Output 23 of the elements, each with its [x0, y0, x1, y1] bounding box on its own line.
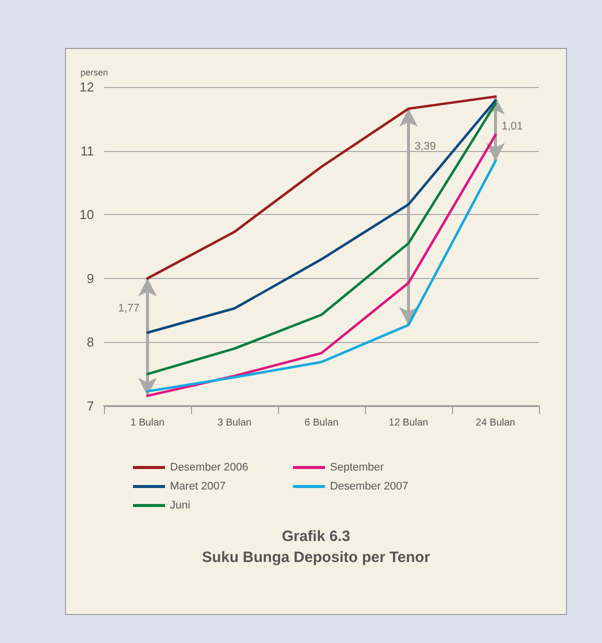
legend-label: Maret 2007: [170, 480, 226, 492]
x-tick-label: 1 Bulan: [130, 418, 164, 428]
x-tick-label: 6 Bulan: [304, 418, 338, 428]
legend-label: Juni: [170, 500, 190, 512]
y-tick-label: 7: [86, 398, 94, 414]
legend-label: Desember 2006: [170, 462, 248, 474]
x-tick-label: 3 Bulan: [218, 418, 252, 428]
text: Suku Bunga Deposito per Tenor: [202, 549, 430, 566]
text: Grafik 6.3: [282, 528, 350, 545]
y-axis-title: persen: [80, 68, 108, 78]
y-tick-label: 12: [80, 80, 94, 94]
x-tick-label: 12 Bulan: [388, 418, 428, 428]
legend-label: Desember 2007: [330, 480, 408, 492]
legend-label: September: [330, 462, 384, 474]
y-tick-label: 8: [86, 334, 94, 350]
y-tick-label: 11: [80, 143, 94, 158]
annotation: 3,39: [414, 140, 436, 153]
annotation: 1,01: [502, 120, 523, 133]
y-tick-label: 9: [86, 270, 94, 286]
annotation: 1,77: [118, 302, 140, 314]
x-tick-label: 24 Bulan: [476, 418, 516, 428]
line-series: [146, 95, 497, 280]
y-tick-label: 10: [80, 207, 94, 222]
